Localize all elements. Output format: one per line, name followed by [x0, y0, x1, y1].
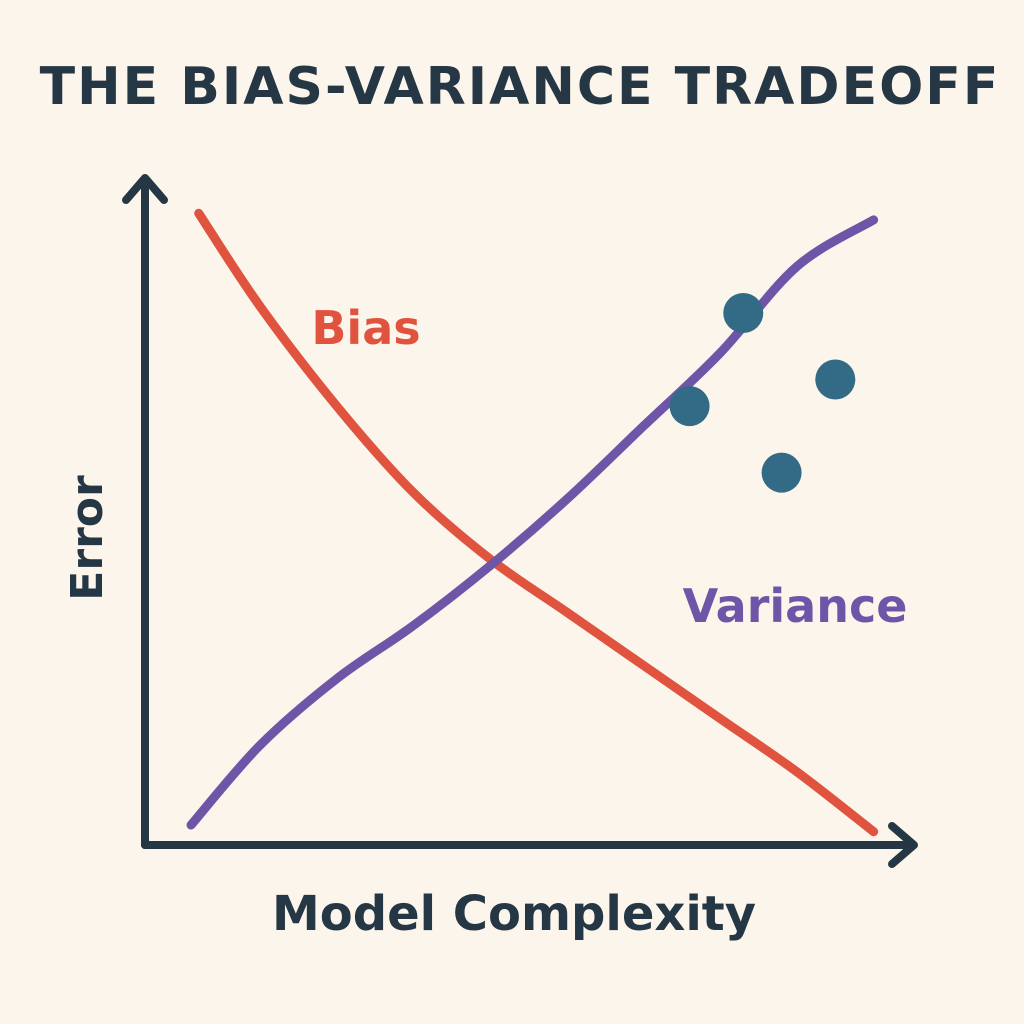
- x-axis-label: Model Complexity: [272, 886, 756, 942]
- series-label-variance: Variance: [683, 579, 908, 633]
- series-label-bias: Bias: [311, 301, 420, 355]
- scatter-point-4: [761, 452, 802, 493]
- y-axis-arrowhead: [122, 174, 168, 204]
- chart-title: THE BIAS-VARIANCE TRADEOFF: [40, 57, 1001, 117]
- series-layer: [186, 208, 879, 837]
- axes: [122, 174, 918, 868]
- y-axis-label: Error: [62, 475, 113, 601]
- scatter-layer: [669, 293, 856, 493]
- series-line-bias: [194, 208, 879, 837]
- scatter-point-3: [815, 359, 856, 400]
- scatter-point-2: [723, 293, 764, 333]
- series-line-variance: [186, 215, 879, 830]
- scatter-point-1: [669, 386, 710, 427]
- x-axis-arrowhead: [888, 822, 918, 868]
